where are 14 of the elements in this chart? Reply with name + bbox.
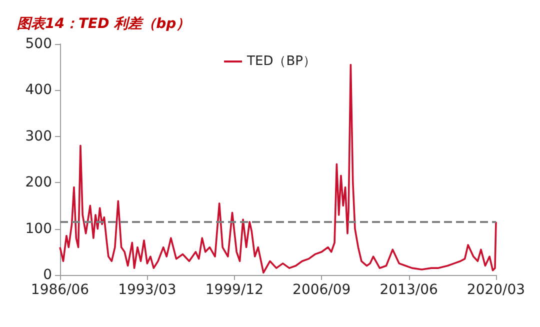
x-tick-label: 2006/09 (292, 282, 351, 298)
y-tick-label: 0 (43, 267, 52, 283)
legend-label: TED（BP） (246, 54, 316, 69)
y-tick-label: 300 (25, 128, 52, 144)
y-tick-label: 400 (25, 82, 52, 98)
x-tick-label: 1993/03 (118, 282, 176, 298)
y-tick-label: 500 (25, 36, 52, 52)
chart-title: 图表14：TED 利差（bp） (17, 16, 190, 32)
x-tick-label: 2013/06 (380, 282, 438, 298)
y-tick-label: 200 (25, 174, 52, 191)
x-tick-label: 1999/12 (205, 282, 264, 298)
x-tick-label: 2020/03 (466, 282, 526, 298)
x-tick-label: 1986/06 (30, 282, 90, 298)
y-tick-label: 100 (25, 220, 52, 237)
